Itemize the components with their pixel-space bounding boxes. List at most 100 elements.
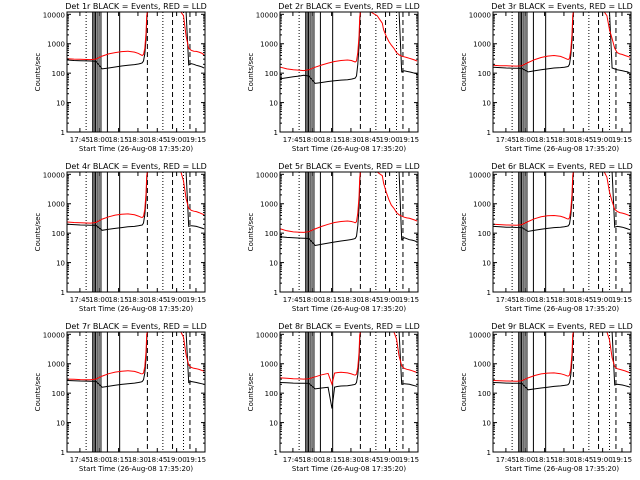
y-axis-label: Counts/sec (247, 373, 255, 412)
panel-title: Det 5r BLACK = Events, RED = LLD (278, 162, 420, 171)
panel-7: Det 7r BLACK = Events, RED = LLD 1 10 100 10… (34, 322, 207, 473)
x-axis-label: Start Time (26-Aug-08 17:35:20) (505, 465, 619, 473)
y-tick-label: 1000 (260, 41, 278, 49)
y-tick-label: 10 (269, 260, 278, 268)
x-tick-label: 18:45 (360, 296, 380, 304)
x-tick-label: 18:45 (147, 296, 167, 304)
x-axis-label: Start Time (26-Aug-08 17:35:20) (292, 305, 406, 313)
x-tick-label: 18:30 (554, 296, 574, 304)
x-tick-label: 19:00 (593, 136, 613, 144)
y-axis-label: Counts/sec (247, 53, 255, 92)
y-tick-label: 1 (61, 129, 65, 137)
plot-frame (279, 331, 419, 453)
y-tick-label: 1000 (47, 201, 65, 209)
series-group (67, 332, 205, 388)
y-tick-label: 10 (482, 100, 491, 108)
panel-5: Det 5r BLACK = Events, RED = LLD 1 10 100 10… (247, 162, 420, 313)
y-axis-label: Counts/sec (34, 373, 42, 412)
y-tick-label: 1 (487, 129, 491, 137)
y-tick-label: 1 (487, 289, 491, 297)
y-tick-label: 1 (274, 289, 278, 297)
series-line-lld (493, 332, 631, 382)
x-tick-label: 18:00 (302, 456, 322, 464)
y-tick-label: 10000 (469, 171, 491, 179)
x-axis-label: Start Time (26-Aug-08 17:35:20) (292, 465, 406, 473)
x-tick-label: 19:00 (167, 456, 187, 464)
y-tick-label: 100 (478, 390, 491, 398)
y-tick-label: 1000 (47, 41, 65, 49)
plot-frame (279, 11, 419, 133)
x-tick-label: 18:15 (534, 136, 554, 144)
vertical-markers (511, 172, 617, 292)
panel-4: Det 4r BLACK = Events, RED = LLD 1 10 100 10… (34, 162, 207, 313)
y-tick-label: 10000 (256, 331, 278, 339)
panel-title: Det 6r BLACK = Events, RED = LLD (491, 162, 633, 171)
x-tick-label: 18:00 (302, 296, 322, 304)
y-tick-label: 100 (52, 70, 65, 78)
x-tick-label: 17:45 (496, 296, 516, 304)
series-group (67, 12, 205, 70)
panel-9: Det 9r BLACK = Events, RED = LLD 1 10 100 10… (460, 322, 633, 473)
y-tick-label: 1 (61, 449, 65, 457)
x-tick-label: 18:15 (534, 456, 554, 464)
x-tick-label: 19:15 (399, 136, 419, 144)
y-tick-label: 1000 (473, 361, 491, 369)
x-tick-label: 18:45 (360, 136, 380, 144)
y-tick-label: 100 (265, 230, 278, 238)
plot-frame (66, 171, 206, 293)
panel-title: Det 3r BLACK = Events, RED = LLD (491, 2, 633, 11)
x-tick-label: 18:45 (147, 136, 167, 144)
series-line-lld (493, 172, 631, 226)
series-group (280, 12, 418, 84)
y-tick-label: 100 (265, 390, 278, 398)
x-tick-label: 17:45 (70, 456, 90, 464)
x-tick-label: 18:30 (554, 456, 574, 464)
series-line-lld (67, 332, 205, 381)
series-line-lld (280, 172, 418, 233)
panel-3: Det 3r BLACK = Events, RED = LLD 1 10 100 10… (460, 2, 633, 153)
x-tick-label: 18:00 (515, 296, 535, 304)
y-tick-label: 100 (478, 230, 491, 238)
x-tick-label: 18:45 (147, 456, 167, 464)
series-group (493, 12, 631, 74)
y-tick-label: 100 (52, 390, 65, 398)
x-tick-label: 19:15 (612, 136, 632, 144)
y-axis-label: Counts/sec (34, 213, 42, 252)
series-line-lld (280, 332, 418, 387)
x-tick-label: 17:45 (70, 296, 90, 304)
y-tick-label: 10000 (469, 11, 491, 19)
panel-title: Det 7r BLACK = Events, RED = LLD (65, 322, 207, 331)
y-axis-label: Counts/sec (460, 213, 468, 252)
y-axis-label: Counts/sec (460, 53, 468, 92)
x-tick-label: 19:00 (167, 136, 187, 144)
x-tick-label: 17:45 (496, 456, 516, 464)
y-tick-label: 100 (52, 230, 65, 238)
series-line-lld (493, 12, 631, 67)
x-tick-label: 18:30 (341, 296, 361, 304)
vertical-markers (85, 332, 191, 452)
panel-title: Det 4r BLACK = Events, RED = LLD (65, 162, 207, 171)
x-tick-label: 18:00 (515, 456, 535, 464)
x-tick-label: 18:00 (89, 136, 109, 144)
x-tick-label: 18:00 (89, 456, 109, 464)
vertical-markers (85, 12, 191, 132)
vertical-markers (511, 332, 617, 452)
x-tick-label: 17:45 (283, 456, 303, 464)
y-tick-label: 1000 (47, 361, 65, 369)
y-tick-label: 100 (265, 70, 278, 78)
x-tick-label: 19:15 (399, 456, 419, 464)
x-tick-label: 18:30 (341, 456, 361, 464)
x-axis-label: Start Time (26-Aug-08 17:35:20) (505, 305, 619, 313)
y-tick-label: 10 (269, 420, 278, 428)
y-tick-label: 10 (269, 100, 278, 108)
plot-frame (492, 11, 632, 133)
x-tick-label: 18:15 (108, 296, 128, 304)
y-tick-label: 10000 (469, 331, 491, 339)
panel-title: Det 1r BLACK = Events, RED = LLD (65, 2, 207, 11)
x-tick-label: 19:00 (380, 136, 400, 144)
x-tick-label: 18:30 (128, 296, 148, 304)
y-tick-label: 10 (482, 260, 491, 268)
x-tick-label: 18:30 (128, 456, 148, 464)
x-tick-label: 18:15 (321, 136, 341, 144)
